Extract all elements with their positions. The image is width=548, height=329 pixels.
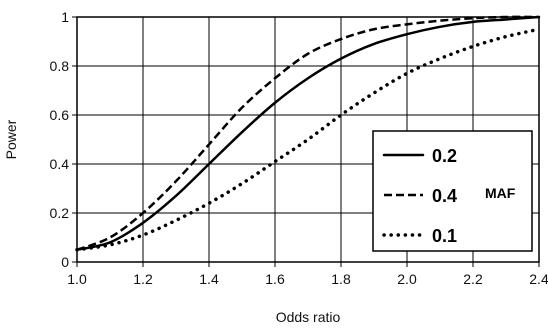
y-tick-label: 0.8: [50, 58, 70, 74]
x-axis-title: Odds ratio: [276, 309, 341, 325]
legend-annotation: MAF: [485, 185, 516, 201]
y-axis-title: Power: [3, 119, 19, 159]
series-lines: [75, 15, 541, 252]
series-line-0.2: [75, 15, 541, 251]
y-tick-label: 1: [61, 9, 69, 25]
x-tick-label: 2.4: [529, 271, 548, 287]
x-tick-label: 2.0: [397, 271, 417, 287]
legend-label-0.1: 0.1: [432, 226, 457, 246]
y-tick-label: 0.2: [50, 205, 70, 221]
legend-label-0.2: 0.2: [432, 146, 457, 166]
plot-frame: [76, 16, 540, 263]
series-line-0.4: [76, 15, 540, 251]
tick-marks: [72, 16, 540, 267]
legend-box: [372, 130, 533, 252]
series-line-0.1: [75, 27, 541, 252]
x-tick-label: 1.6: [265, 271, 285, 287]
x-tick-label: 1.8: [331, 271, 351, 287]
x-tick-label: 1.0: [67, 271, 87, 287]
y-tick-label: 0.6: [50, 107, 70, 123]
x-tick-label: 2.2: [463, 271, 483, 287]
y-tick-label: 0.4: [50, 156, 70, 172]
legend-label-0.4: 0.4: [432, 186, 457, 206]
y-tick-label: 0: [61, 254, 69, 270]
x-tick-label: 1.4: [199, 271, 219, 287]
x-tick-label: 1.2: [133, 271, 153, 287]
